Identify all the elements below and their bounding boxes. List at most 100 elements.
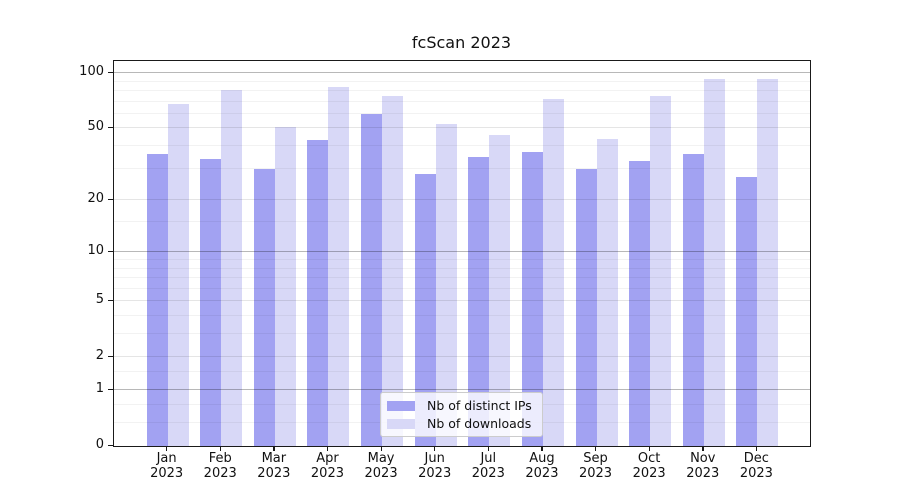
y-tick-label: 10	[87, 243, 104, 259]
x-tick-month: Jan	[156, 451, 177, 466]
x-tick-label: May 2023	[349, 451, 413, 481]
bar-distinct-ips-jun	[414, 174, 436, 446]
x-tick-month: May	[367, 451, 395, 466]
legend-label-downloads: Nb of downloads	[427, 416, 532, 431]
x-tick-mark	[702, 446, 704, 451]
minor-gridline	[114, 221, 810, 223]
minor-gridline	[114, 80, 810, 82]
bar-distinct-ips-apr	[307, 140, 329, 446]
legend-swatch-distinct-ips	[387, 400, 415, 411]
y-tick-label: 2	[95, 348, 104, 364]
x-tick-month: Aug	[529, 451, 555, 466]
bar-distinct-ips-jan	[146, 154, 168, 446]
minor-gridline	[114, 277, 810, 279]
x-tick-year: 2023	[686, 466, 720, 481]
chart-title: fcScan 2023	[411, 33, 512, 52]
bar-downloads-jul	[489, 135, 511, 446]
x-tick-label: Mar 2023	[242, 451, 306, 481]
y-tick-label: 1	[95, 381, 104, 396]
bar-distinct-ips-dec	[736, 176, 758, 446]
x-tick-mark	[273, 446, 275, 451]
x-tick-label: Nov 2023	[671, 451, 735, 481]
y-tick-mark	[108, 388, 113, 390]
x-tick-year: 2023	[257, 466, 291, 481]
minor-gridline	[114, 145, 810, 147]
y-tick-mark	[108, 126, 113, 129]
x-tick-month: Mar	[261, 451, 287, 466]
x-tick-label: Sep 2023	[564, 451, 628, 481]
x-tick-label: Jan 2023	[135, 451, 199, 481]
bar-distinct-ips-nov	[682, 154, 704, 446]
major-gridline	[114, 72, 810, 74]
x-tick-month: Oct	[637, 451, 661, 466]
bar-distinct-ips-may	[361, 113, 383, 446]
y-tick-mark	[108, 71, 113, 73]
bar-downloads-aug	[542, 99, 564, 446]
major-gridline	[114, 300, 810, 302]
y-tick-mark	[108, 444, 113, 446]
y-tick-mark	[108, 198, 113, 200]
x-tick-label: Dec 2023	[724, 451, 788, 481]
major-gridline	[114, 199, 810, 201]
major-gridline	[114, 389, 810, 391]
x-tick-mark	[648, 446, 650, 451]
minor-gridline	[114, 333, 810, 335]
y-tick-label: 0	[95, 437, 104, 452]
x-tick-mark	[755, 446, 758, 451]
legend-item-downloads: Nb of downloads	[387, 416, 532, 431]
x-tick-year: 2023	[739, 466, 773, 481]
bar-distinct-ips-oct	[629, 161, 651, 446]
x-tick-month: Jun	[424, 451, 445, 466]
bar-distinct-ips-feb	[200, 158, 222, 446]
legend-swatch-downloads	[387, 418, 415, 429]
x-tick-label: Feb 2023	[188, 451, 252, 481]
minor-gridline	[114, 259, 810, 260]
major-gridline	[114, 251, 810, 253]
bar-downloads-apr	[328, 87, 350, 446]
minor-gridline	[114, 287, 810, 289]
x-tick-year: 2023	[364, 466, 398, 481]
bar-downloads-nov	[703, 79, 725, 446]
y-tick-mark	[108, 250, 113, 253]
minor-gridline	[114, 100, 810, 102]
x-tick-month: Feb	[208, 451, 232, 466]
minor-gridline	[114, 90, 810, 92]
bar-downloads-oct	[650, 96, 672, 446]
major-gridline	[114, 356, 810, 358]
bar-downloads-dec	[757, 79, 779, 446]
x-tick-year: 2023	[578, 466, 613, 481]
x-tick-month: Nov	[690, 451, 716, 466]
minor-gridline	[114, 167, 810, 169]
legend-item-distinct-ips: Nb of distinct IPs	[387, 398, 532, 413]
bar-downloads-feb	[221, 90, 243, 446]
y-tick-label: 5	[95, 292, 104, 308]
x-tick-mark	[595, 446, 597, 451]
bar-downloads-jun	[435, 123, 457, 446]
x-tick-year: 2023	[310, 466, 344, 481]
minor-gridline	[114, 267, 810, 269]
legend-label-distinct-ips: Nb of distinct IPs	[427, 398, 532, 413]
y-tick-mark	[108, 355, 113, 358]
minor-gridline	[114, 112, 810, 114]
x-tick-label: Jun 2023	[403, 451, 467, 481]
y-tick-label: 20	[87, 191, 104, 207]
x-tick-label: Aug 2023	[510, 451, 574, 481]
x-tick-mark	[541, 446, 543, 451]
y-tick-mark	[108, 299, 113, 302]
bar-downloads-may	[382, 96, 404, 446]
bar-distinct-ips-jul	[468, 156, 490, 446]
x-tick-label: Apr 2023	[295, 451, 359, 481]
x-tick-month: Apr	[316, 451, 339, 466]
x-tick-year: 2023	[418, 466, 452, 481]
x-tick-year: 2023	[150, 466, 184, 481]
x-tick-label: Oct 2023	[617, 451, 681, 481]
bar-distinct-ips-mar	[253, 168, 275, 446]
plot-area: Nb of distinct IPs Nb of downloads	[113, 60, 811, 447]
y-tick-label: 100	[79, 64, 104, 80]
x-tick-mark	[326, 446, 329, 451]
legend: Nb of distinct IPs Nb of downloads	[380, 392, 543, 437]
bar-downloads-jan	[167, 103, 189, 446]
minor-gridline	[114, 370, 810, 372]
x-tick-year: 2023	[632, 466, 666, 481]
